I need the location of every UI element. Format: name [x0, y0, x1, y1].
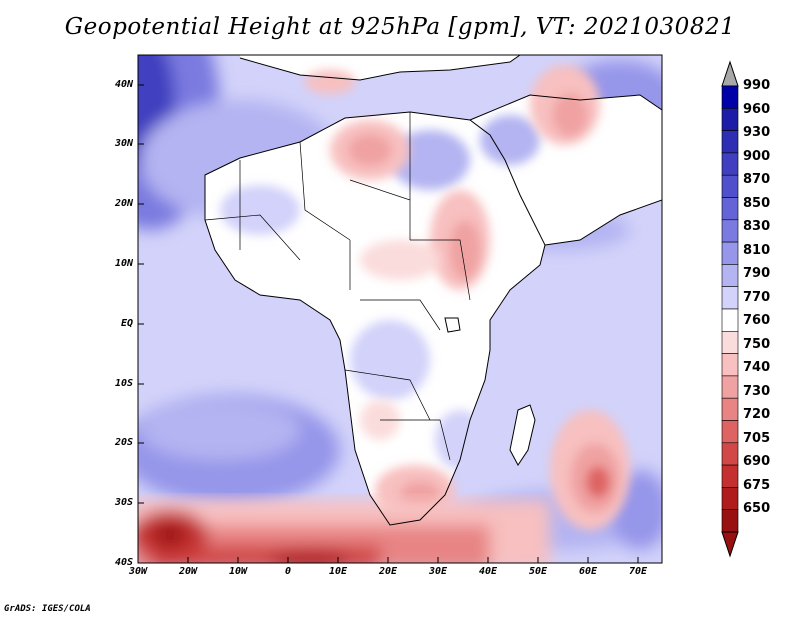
lon-label: 50E — [528, 566, 548, 577]
colorbar-swatch — [721, 264, 739, 287]
lon-label: 20E — [378, 566, 398, 577]
lon-label: 30W — [128, 566, 148, 577]
colorbar-swatch — [721, 286, 739, 310]
colorbar-swatch — [721, 330, 739, 354]
lon-label: 60E — [578, 566, 598, 577]
colorbar-label: 750 — [743, 337, 771, 352]
lon-label: 30E — [428, 566, 448, 577]
grads-credit: GrADS: IGES/COLA — [4, 604, 91, 614]
africa-coastline — [204, 111, 546, 526]
colorbar-swatch — [721, 487, 739, 510]
lat-label: 10S — [114, 378, 133, 389]
lat-label: 10N — [114, 258, 133, 269]
country-borders — [204, 112, 471, 461]
lat-label: 30N — [114, 138, 133, 149]
colorbar-label: 990 — [743, 78, 771, 93]
lon-label: 40E — [478, 566, 498, 577]
colorbar-swatch — [721, 397, 739, 421]
lake-victoria — [444, 317, 461, 333]
colorbar-swatch — [721, 152, 739, 176]
colorbar-label: 830 — [743, 219, 771, 234]
colorbar-over-arrow — [721, 60, 739, 87]
colorbar-label: 740 — [743, 360, 771, 375]
colorbar-label: 930 — [743, 125, 771, 140]
chart-title: Geopotential Height at 925hPa [gpm], VT:… — [64, 14, 736, 40]
lat-label: 40N — [114, 79, 133, 90]
lon-label: 10E — [328, 566, 348, 577]
lat-label: 40S — [114, 557, 133, 568]
lat-label: 20N — [114, 198, 133, 209]
europe-land — [240, 55, 520, 80]
colorbar-label: 675 — [743, 478, 771, 493]
colorbar-swatch — [721, 174, 739, 198]
lon-label: 70E — [628, 566, 648, 577]
colorbar-label: 900 — [743, 149, 771, 164]
madagascar-coast — [509, 404, 536, 466]
colorbar-swatch — [721, 375, 739, 399]
lat-label: EQ — [120, 318, 133, 329]
colorbar-label: 690 — [743, 454, 771, 469]
lon-label: 0 — [284, 566, 292, 577]
colorbar-label: 720 — [743, 407, 771, 422]
axis-ticks — [138, 84, 639, 563]
colorbar-swatch — [721, 420, 739, 444]
colorbar-swatch — [721, 219, 739, 243]
plot-frame — [137, 54, 663, 564]
lat-label: 20S — [114, 437, 133, 448]
colorbar-label: 650 — [743, 501, 771, 516]
colorbar-label: 790 — [743, 266, 771, 281]
colorbar-swatch — [721, 130, 739, 154]
colorbar-swatch — [721, 464, 739, 488]
lat-label: 30S — [114, 497, 133, 508]
colorbar-label: 705 — [743, 431, 771, 446]
colorbar-swatch — [721, 197, 739, 221]
colorbar-under-arrow — [721, 531, 739, 558]
red-sea-coast — [469, 94, 662, 246]
colorbar-label: 960 — [743, 102, 771, 117]
colorbar-swatch — [721, 442, 739, 466]
europe-coast — [239, 55, 521, 81]
colorbar-label: 870 — [743, 172, 771, 187]
colorbar-label: 770 — [743, 290, 771, 305]
colorbar-label: 810 — [743, 243, 771, 258]
colorbar-swatch — [721, 108, 739, 131]
colorbar-label: 730 — [743, 384, 771, 399]
colorbar-swatch — [721, 241, 739, 265]
lon-label: 20W — [178, 566, 198, 577]
lon-label: 10W — [228, 566, 248, 577]
colorbar-swatch — [721, 353, 739, 377]
colorbar-swatch — [721, 308, 739, 332]
colorbar-swatch — [721, 509, 739, 533]
colorbar-label: 850 — [743, 196, 771, 211]
colorbar-swatch — [721, 85, 739, 109]
colorbar-label: 760 — [743, 313, 771, 328]
